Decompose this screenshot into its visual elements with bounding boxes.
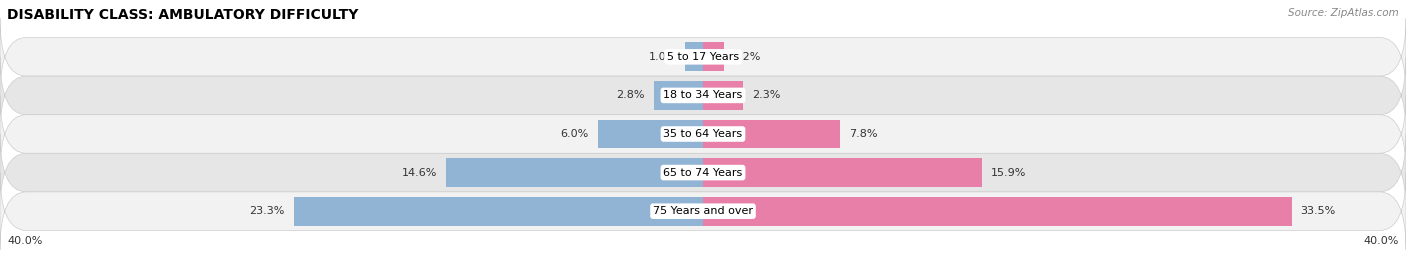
- Text: 75 Years and over: 75 Years and over: [652, 206, 754, 216]
- Text: 40.0%: 40.0%: [7, 236, 42, 246]
- FancyBboxPatch shape: [0, 18, 1406, 95]
- Text: 2.8%: 2.8%: [616, 90, 645, 100]
- Text: 1.2%: 1.2%: [733, 52, 761, 62]
- Text: 23.3%: 23.3%: [249, 206, 285, 216]
- Text: Source: ZipAtlas.com: Source: ZipAtlas.com: [1288, 8, 1399, 18]
- Text: 33.5%: 33.5%: [1301, 206, 1336, 216]
- Text: 6.0%: 6.0%: [561, 129, 589, 139]
- FancyBboxPatch shape: [0, 134, 1406, 211]
- Bar: [703, 120, 841, 148]
- Text: DISABILITY CLASS: AMBULATORY DIFFICULTY: DISABILITY CLASS: AMBULATORY DIFFICULTY: [7, 8, 359, 22]
- Bar: [703, 42, 724, 71]
- Text: 40.0%: 40.0%: [1364, 236, 1399, 246]
- Text: 18 to 34 Years: 18 to 34 Years: [664, 90, 742, 100]
- Bar: [703, 197, 1292, 226]
- Bar: [598, 120, 703, 148]
- Bar: [447, 158, 703, 187]
- Text: 35 to 64 Years: 35 to 64 Years: [664, 129, 742, 139]
- Bar: [294, 197, 703, 226]
- Text: 5 to 17 Years: 5 to 17 Years: [666, 52, 740, 62]
- Bar: [703, 158, 983, 187]
- Text: 1.0%: 1.0%: [648, 52, 676, 62]
- Text: 14.6%: 14.6%: [402, 168, 437, 178]
- Bar: [703, 81, 744, 110]
- FancyBboxPatch shape: [0, 57, 1406, 134]
- FancyBboxPatch shape: [0, 95, 1406, 173]
- Bar: [654, 81, 703, 110]
- FancyBboxPatch shape: [0, 173, 1406, 250]
- Text: 2.3%: 2.3%: [752, 90, 780, 100]
- Text: 65 to 74 Years: 65 to 74 Years: [664, 168, 742, 178]
- Bar: [686, 42, 703, 71]
- Text: 15.9%: 15.9%: [991, 168, 1026, 178]
- Text: 7.8%: 7.8%: [849, 129, 877, 139]
- Legend: Male, Female: Male, Female: [647, 267, 759, 268]
